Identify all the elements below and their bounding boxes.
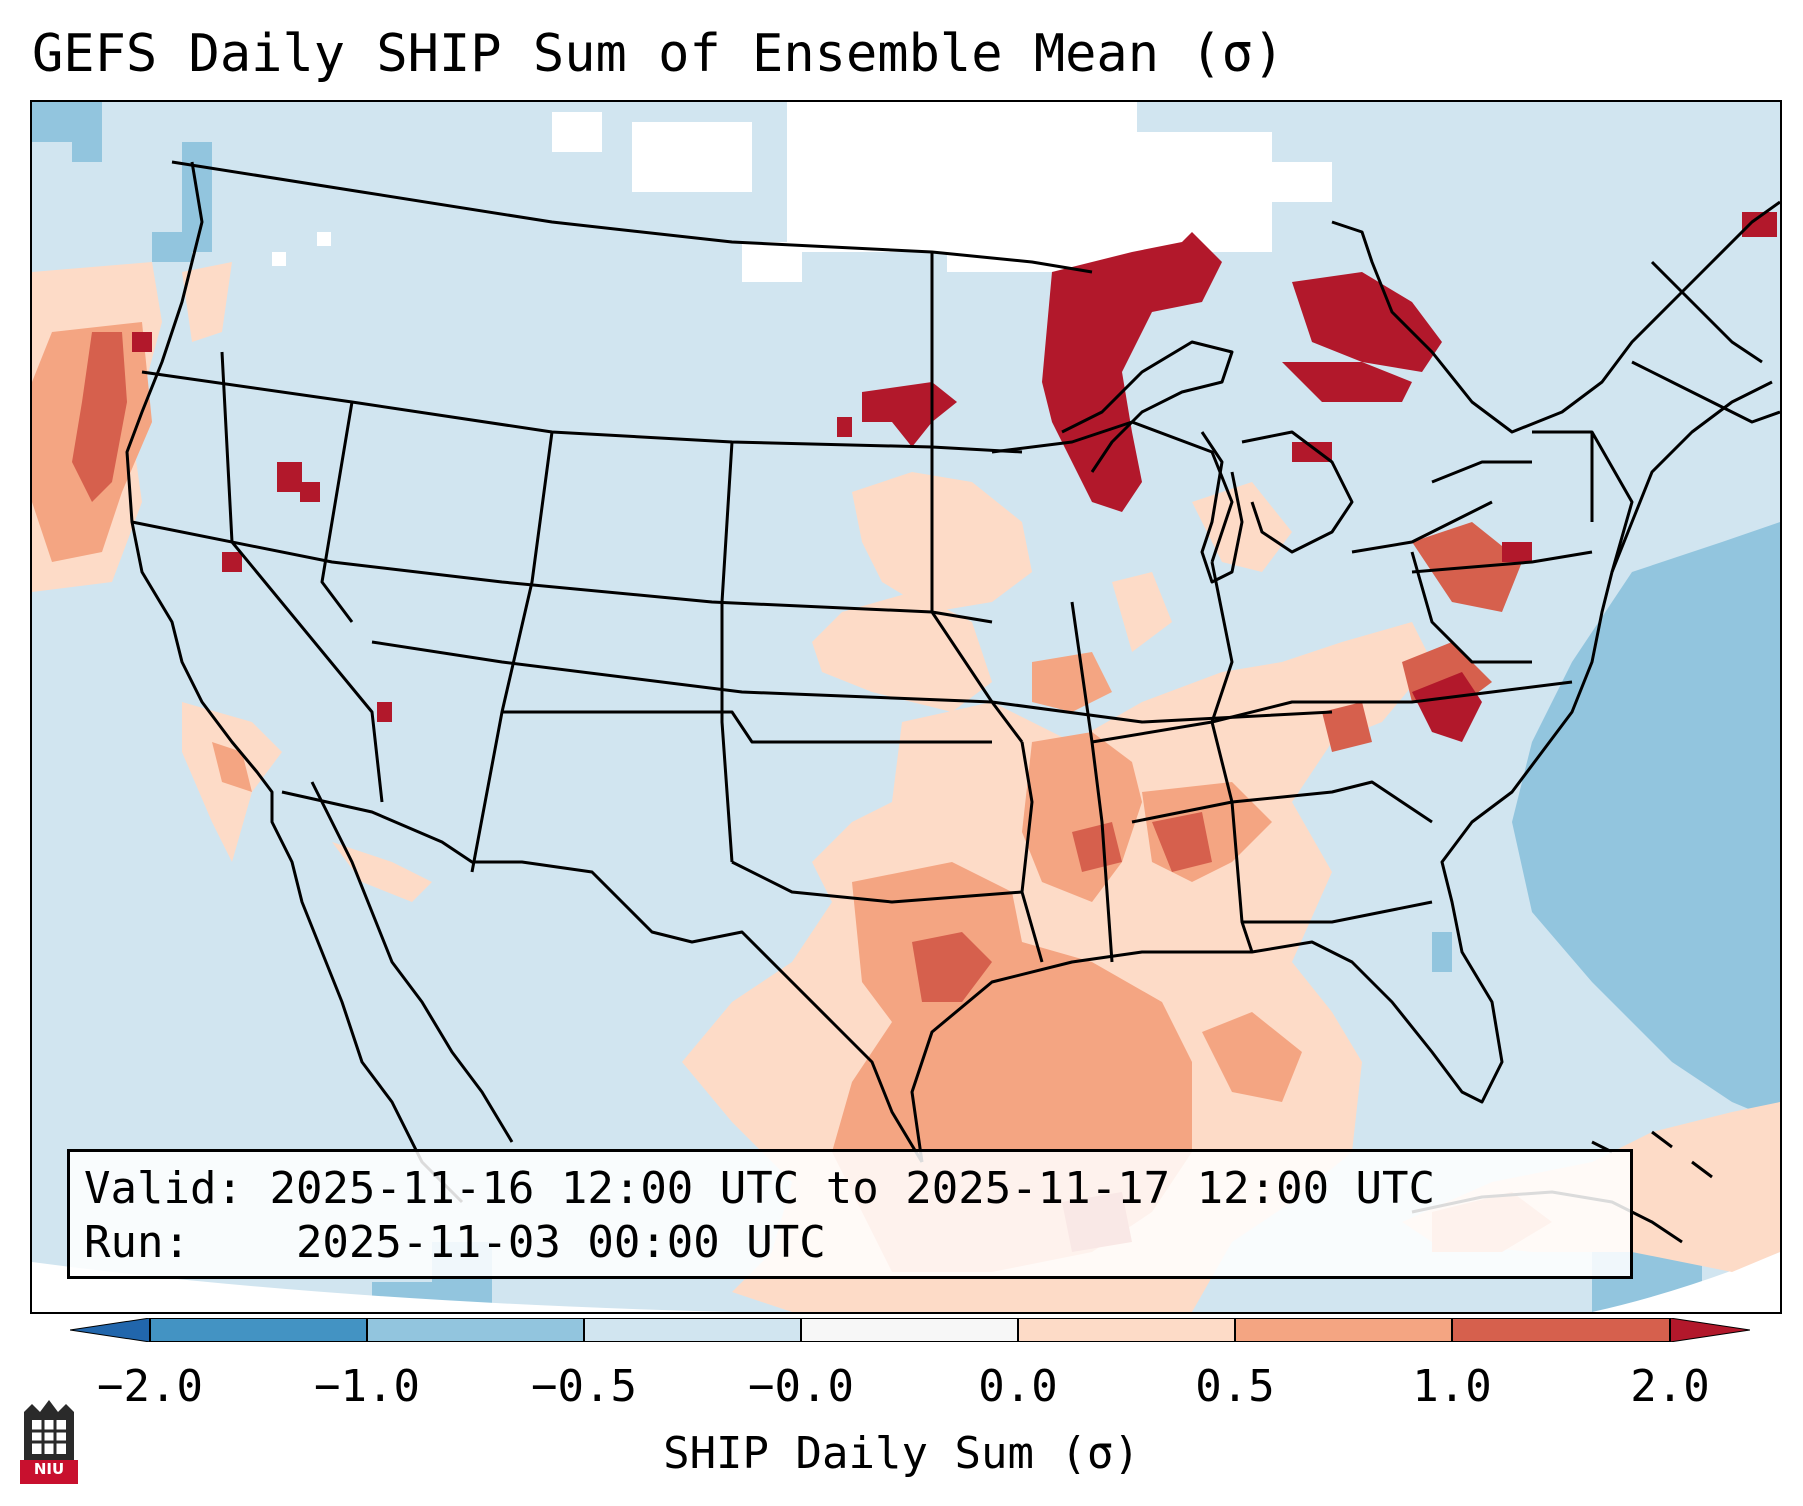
colorbar-bin-3 — [584, 1318, 801, 1342]
colorbar-bin-1 — [150, 1318, 367, 1342]
colorbar-tick-label: 2.0 — [1630, 1361, 1710, 1412]
near-zero-regions — [272, 102, 1332, 282]
colorbar-tick-label: 0.0 — [978, 1361, 1058, 1412]
globe-edge — [32, 1262, 732, 1312]
valid-value: 2025-11-16 12:00 UTC to 2025-11-17 12:00… — [269, 1163, 1436, 1214]
colorbar-axis-label: SHIP Daily Sum (σ) — [663, 1428, 1140, 1479]
colorbar-ticks — [149, 1318, 1671, 1342]
colorbar — [70, 1318, 1750, 1342]
map-panel — [30, 100, 1782, 1314]
colorbar-bin-5 — [1018, 1318, 1235, 1342]
colorbar-tick-label: −2.0 — [97, 1361, 203, 1412]
colorbar-bin-6 — [1235, 1318, 1452, 1342]
positive-anomaly-extreme — [132, 212, 1777, 742]
colorbar-tick-label: 1.0 — [1412, 1361, 1492, 1412]
run-value: 2025-11-03 00:00 UTC — [295, 1217, 826, 1268]
colorbar-extend-low — [70, 1318, 151, 1342]
valid-label: Valid: — [84, 1163, 243, 1214]
colorbar-bin-7 — [1452, 1318, 1670, 1342]
niu-logo-text: NIU — [33, 1460, 65, 1478]
colorbar-extend-high — [1669, 1318, 1750, 1342]
map-title: GEFS Daily SHIP Sum of Ensemble Mean (σ) — [32, 24, 1285, 84]
niu-logo-icon — [18, 1390, 80, 1486]
run-label: Run: — [84, 1217, 190, 1268]
colorbar-tick-label: 0.5 — [1195, 1361, 1275, 1412]
colorbar-bin-4 — [801, 1318, 1018, 1342]
colorbar-bin-2 — [367, 1318, 584, 1342]
boundary-lines — [125, 160, 1780, 1244]
colorbar-tick-label: −0.5 — [531, 1361, 637, 1412]
map-canvas — [32, 102, 1780, 1312]
validity-info-box: Valid: 2025-11-16 12:00 UTC to 2025-11-1… — [67, 1149, 1633, 1279]
colorbar-tick-label: −0.0 — [748, 1361, 854, 1412]
globe-edge-right — [1592, 1252, 1780, 1312]
colorbar-tick-label: −1.0 — [314, 1361, 420, 1412]
